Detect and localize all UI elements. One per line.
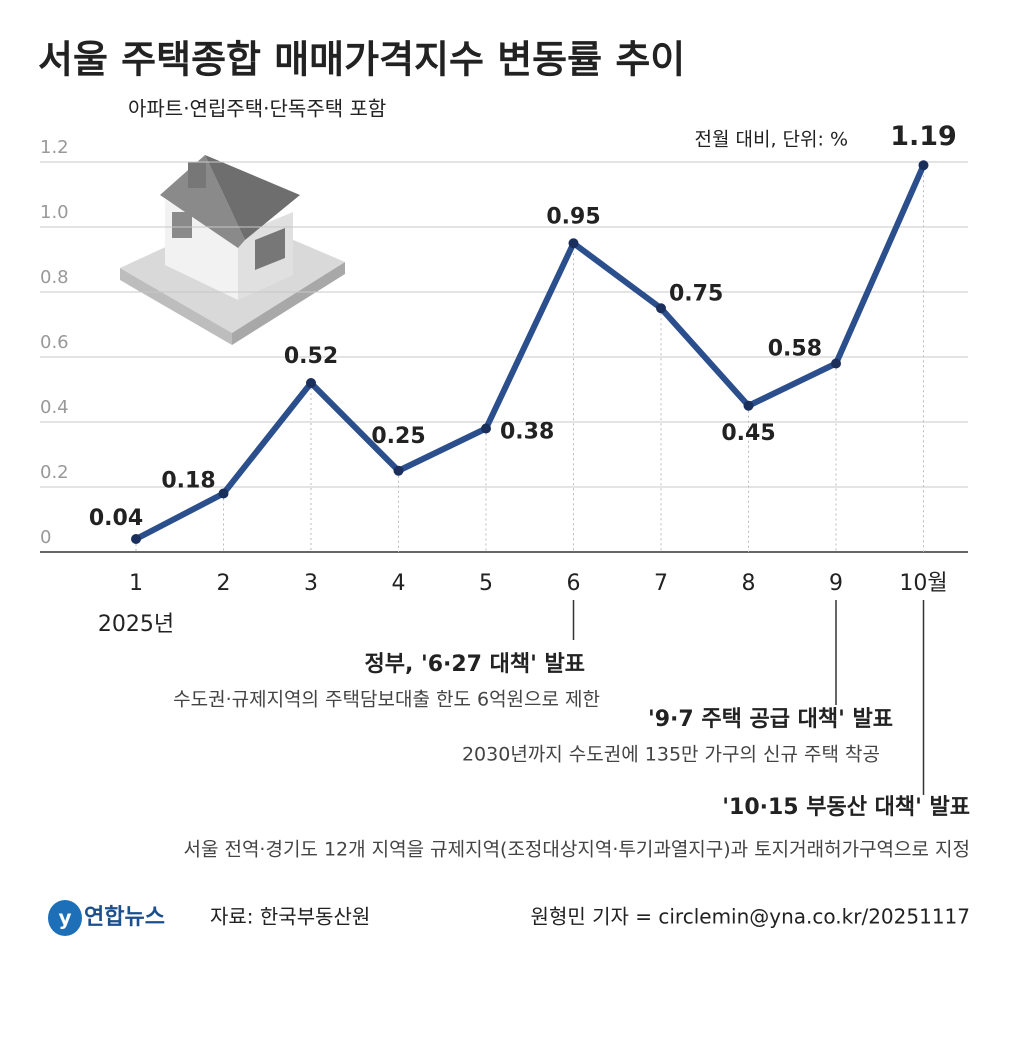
x-tick-label: 7: [654, 571, 668, 596]
annotation-title: '10·15 부동산 대책' 발표: [722, 795, 970, 820]
year-label: 2025년: [98, 612, 174, 637]
x-tick-label: 2: [217, 571, 231, 596]
value-label: 0.38: [500, 420, 554, 445]
unit-note: 전월 대비, 단위: %: [695, 129, 849, 151]
logo-text: 연합뉴스: [84, 904, 165, 930]
credit: 원형민 기자 = circlemin@yna.co.kr/20251117: [531, 905, 970, 929]
point: [306, 378, 316, 388]
value-label: 0.04: [89, 506, 143, 531]
value-label: 0.58: [768, 337, 822, 362]
value-label: 0.95: [546, 204, 600, 229]
point: [918, 160, 929, 171]
logo-mark: y: [58, 906, 71, 930]
value-label: 0.25: [371, 424, 425, 449]
x-tick-label: 6: [567, 571, 581, 596]
point: [831, 358, 841, 369]
y-tick-label: 0.2: [40, 462, 69, 483]
value-label: 0.75: [669, 281, 723, 306]
x-tick-label: 10월: [899, 571, 947, 596]
series-line: [134, 164, 927, 542]
logo: y: [48, 900, 82, 936]
point: [131, 534, 141, 544]
y-tick-label: 0.8: [40, 267, 69, 288]
value-label: 0.52: [284, 344, 338, 369]
y-tick-label: 1.0: [40, 202, 69, 223]
annotation-text: 서울 전역·경기도 12개 지역을 규제지역(조정대상지역·투기과열지구)과 토…: [183, 839, 970, 861]
y-tick-label: 0.6: [40, 332, 69, 353]
annotation-text: 2030년까지 수도권에 135만 가구의 신규 주택 착공: [462, 744, 880, 766]
x-tick-label: 8: [742, 571, 756, 596]
annotation-title: '9·7 주택 공급 대책' 발표: [648, 707, 893, 732]
point: [218, 488, 229, 499]
point: [393, 465, 404, 476]
annotation-text: 수도권·규제지역의 주택담보대출 한도 6억원으로 제한: [173, 689, 600, 711]
x-tick-label: 9: [829, 571, 843, 596]
value-label: 0.18: [161, 469, 215, 494]
point: [568, 238, 579, 249]
y-tick-label: 1.2: [40, 137, 69, 158]
chart-title: 서울 주택종합 매매가격지수 변동률 추이: [38, 38, 685, 82]
x-tick-label: 1: [129, 571, 143, 596]
x-tick-label: 5: [479, 571, 493, 596]
x-tick-label: 4: [392, 571, 406, 596]
source: 자료: 한국부동산원: [210, 905, 370, 929]
y-tick-label: 0.4: [40, 397, 69, 418]
point: [743, 400, 754, 411]
annotation-title: 정부, '6·27 대책' 발표: [364, 652, 585, 677]
subtitle: 아파트·연립주택·단독주택 포함: [128, 97, 386, 121]
x-tick-label: 3: [304, 571, 318, 596]
house-illustration: [120, 155, 345, 345]
y-tick-label: 0: [40, 527, 51, 548]
point: [656, 303, 666, 314]
value-label: 0.45: [721, 421, 775, 446]
value-label: 1.19: [890, 121, 957, 152]
point: [481, 423, 491, 434]
